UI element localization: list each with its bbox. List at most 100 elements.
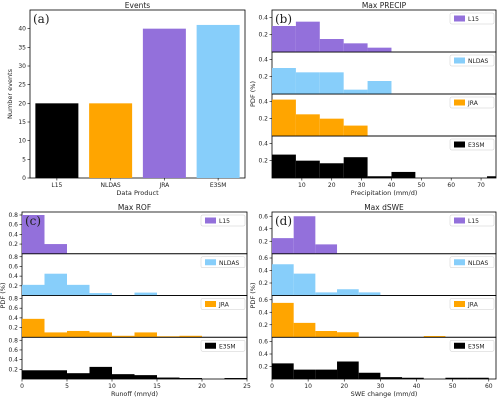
histogram-bar [44,273,67,296]
y-tick-label: 0.4 [8,273,18,280]
histogram-bar [319,39,344,52]
y-tick-label: 0.4 [8,315,18,322]
histogram-bar [22,318,45,338]
x-tick-label: 70 [477,182,485,189]
histogram-bar [315,331,338,338]
y-axis-label: Number events [6,68,14,119]
legend-label: NLDAS [468,58,488,65]
panel-title: Max ROF [118,203,151,212]
y-tick-label: 0.4 [8,357,18,364]
histogram-bar [343,89,368,94]
x-tick-label: JRA [158,182,170,189]
y-tick-label: 0.2 [258,74,268,81]
x-tick-label: 40 [413,383,421,390]
histogram-bar [467,377,489,379]
bar-nldas [89,103,133,178]
x-tick-label: L15 [51,182,62,189]
y-tick-label: 30 [18,63,26,70]
histogram-bar [272,264,294,296]
histogram-bar [44,332,67,338]
x-tick-label: 60 [485,383,493,390]
y-tick-label: 0.6 [8,222,18,229]
plot-frame [29,9,246,179]
y-tick-label: 0.4 [258,56,268,63]
histogram-bar [89,366,112,379]
x-axis-label: Data Product [116,189,159,197]
legend-swatch [454,57,465,64]
y-tick-label: 10 [18,138,26,145]
panel-d: 0.20.40.6L150.20.40.6NLDAS0.20.40.6JRA0.… [249,203,497,398]
x-tick-label: 10 [298,182,306,189]
y-tick-label: 40 [18,26,26,33]
y-tick-label: 0.6 [258,213,268,220]
x-tick-label: 10 [108,383,116,390]
legend-label: NLDAS [219,260,239,267]
x-axis-label: Precipitation (mm/d) [351,189,418,197]
y-tick-label: 0.2 [8,325,18,332]
histogram-bar [315,292,338,296]
x-tick-label: 10 [304,383,312,390]
histogram-bar [337,332,359,338]
x-tick-label: 60 [447,182,455,189]
legend-swatch [205,301,216,307]
histogram-bar [391,171,416,178]
y-tick-label: 0.6 [258,297,268,304]
y-tick-label: 5 [22,156,26,163]
histogram-bar [67,373,90,379]
histogram-bar [337,289,359,296]
y-axis-label: PDF (%) [0,283,7,309]
y-tick-label: 0.8 [8,254,18,261]
legend-label: JRA [218,302,230,309]
subplot-l15: 0.2 0.4 0.6 L15 [258,211,497,255]
histogram-bar [112,374,135,379]
panel-c: 0.20.40.60.8L150.20.40.60.8NLDAS0.20.40.… [0,203,251,398]
legend-label: E3SM [468,142,485,149]
histogram-bar [272,238,294,254]
x-tick-label: 40 [388,182,396,189]
y-tick-label: 0.4 [258,309,268,316]
legend-label: JRA [467,302,479,309]
histogram-bar [272,154,296,178]
histogram-bar [272,26,296,52]
histogram-bar [89,332,112,338]
histogram-bar [423,336,446,338]
histogram-bar [44,244,67,254]
histogram-bar [295,160,320,178]
y-tick-label: 0.2 [8,241,18,248]
histogram-bar [134,292,157,296]
histogram-bar [157,377,180,379]
histogram-bar [293,273,316,296]
panel-title: Events [125,1,150,10]
subplot-e3sm: 0.2 0.4 E3SM [258,135,497,179]
x-tick-label: 5 [65,383,69,390]
histogram-bar [319,72,344,94]
histogram-bar [445,377,468,379]
subplot-nldas: 0.2 0.4 0.6 NLDAS [258,253,497,296]
bar-e3sm [196,24,240,178]
x-axis-label: Runoff (mm/d) [111,390,158,398]
histogram-bar [402,377,424,379]
legend-swatch [205,259,216,266]
panel-b: 0.2 0.4 L15 0.2 0.4 NLDAS 0.2 0.4 JRA 0.2 0.4 E3SM 1… [249,1,497,197]
y-tick-label: 0.2 [258,158,268,165]
legend-label: NLDAS [468,260,488,267]
y-tick-label: 0.2 [258,116,268,123]
legend-swatch [454,15,465,22]
legend-swatch [454,342,465,349]
panel-title: Max PRECIP [362,1,407,10]
y-tick-label: 0.4 [258,226,268,233]
y-tick-label: 0.4 [258,98,268,105]
histogram-bar [358,372,381,379]
histogram-bar [134,332,157,338]
y-tick-label: 0.8 [8,212,18,219]
histogram-bar [224,378,247,379]
histogram-bar [315,369,338,379]
legend-swatch [454,259,465,266]
subplot-nldas: 0.2 0.4 NLDAS [258,51,497,95]
histogram-bar [67,330,90,338]
x-axis-label: SWE change (mm/d) [351,390,418,398]
subplot-l15: 0.2 0.4 0.6 0.8 L15 [8,211,248,255]
y-tick-label: 0 [22,175,26,182]
y-axis-label: PDF (%) [249,283,257,309]
histogram-bar [295,21,320,52]
